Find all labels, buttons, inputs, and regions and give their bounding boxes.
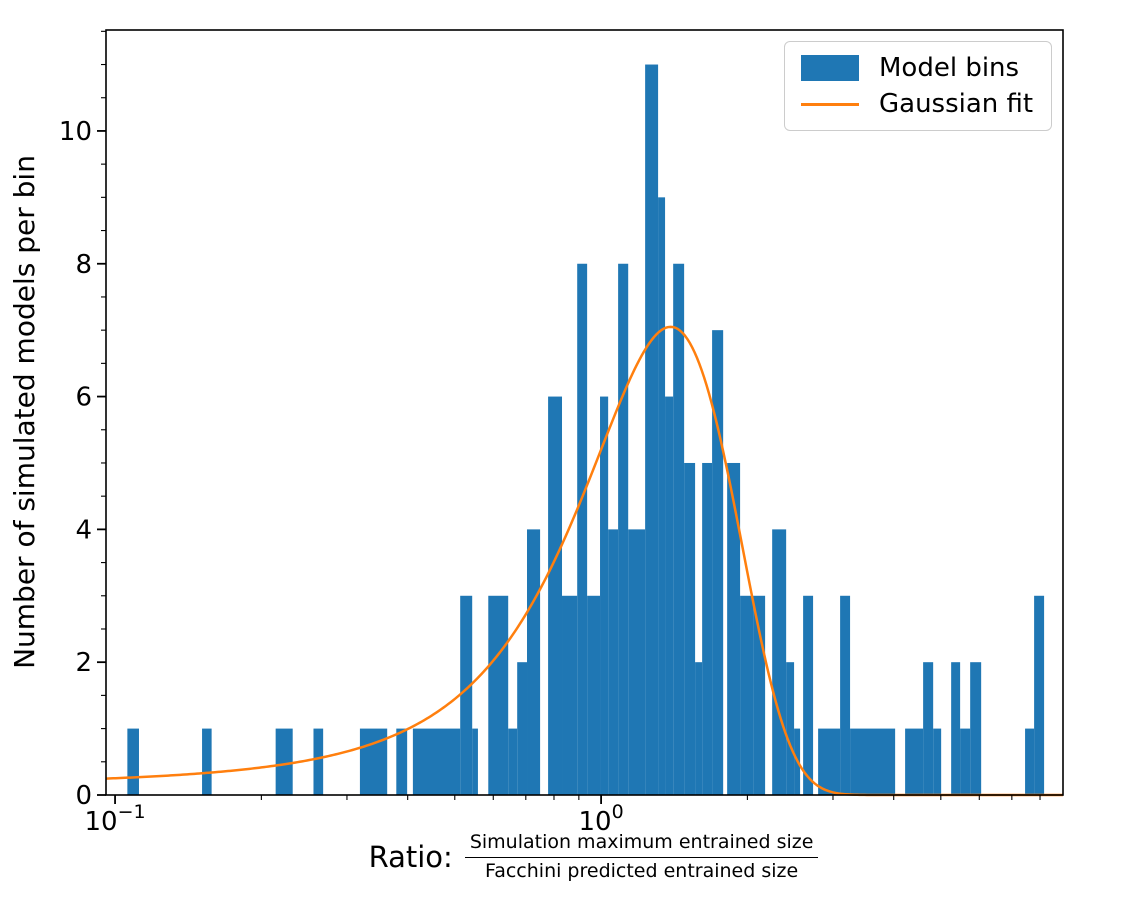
histogram-bar — [923, 662, 934, 795]
y-tick-label: 4 — [75, 515, 92, 545]
x-axis-label-numerator: Simulation maximum entrained size — [464, 830, 819, 858]
histogram-bar — [460, 595, 473, 795]
histogram-bar — [803, 595, 814, 795]
histogram-bar — [753, 595, 766, 795]
histogram-bar — [702, 462, 713, 795]
histogram-bar — [933, 728, 942, 795]
y-tick-label: 2 — [75, 648, 92, 678]
x-axis-label-fraction: Simulation maximum entrained size Facchi… — [464, 830, 819, 883]
histogram-bar — [695, 662, 703, 795]
histogram-bar — [313, 728, 324, 795]
histogram-bar — [548, 396, 563, 795]
histogram-bar — [970, 662, 982, 795]
y-tick-label: 6 — [75, 383, 92, 413]
histogram-bar — [628, 529, 646, 796]
legend-item-gaussian-fit: Gaussian fit — [801, 91, 1035, 117]
histogram-bar — [786, 662, 795, 795]
legend: Model bins Gaussian fit — [784, 41, 1052, 131]
histogram-bar — [645, 64, 659, 795]
histogram-bar — [951, 662, 961, 795]
histogram-bar — [517, 662, 528, 795]
histogram-bar — [587, 595, 601, 795]
histogram-bar — [127, 728, 139, 795]
histogram-bar — [905, 728, 924, 795]
histogram-bar — [960, 728, 971, 795]
histogram-bar — [658, 197, 666, 796]
histogram-bar — [740, 595, 754, 795]
histogram-bar — [600, 396, 609, 795]
histogram-bar — [488, 595, 509, 795]
histogram-bar — [840, 595, 851, 795]
histogram-bar — [618, 263, 629, 795]
histogram-bar — [202, 728, 212, 795]
histogram-bar — [1025, 728, 1035, 795]
histogram-bar — [527, 529, 541, 796]
legend-item-model-bins: Model bins — [801, 55, 1035, 81]
histogram-bar — [472, 728, 478, 795]
y-tick-label: 0 — [75, 781, 92, 811]
histogram-bar — [508, 728, 518, 795]
model-bins-swatch — [801, 55, 859, 81]
histogram-bar — [665, 396, 674, 795]
histogram-bar — [577, 263, 588, 795]
histogram-bar — [712, 330, 724, 795]
x-axis-label: Ratio: Simulation maximum entrained size… — [28, 830, 1131, 883]
histogram-bar — [772, 529, 787, 796]
axes-layer: 10−1 100 0 2 4 6 8 10 — [59, 29, 1064, 837]
legend-label: Gaussian fit — [879, 89, 1034, 119]
histogram-bar — [673, 263, 685, 795]
histogram-bar — [562, 595, 578, 795]
x-tick-label: 100 — [578, 801, 623, 837]
plot-border — [105, 29, 1064, 796]
histogram-bar — [850, 728, 896, 795]
histogram-bar — [727, 462, 741, 795]
y-tick-label: 8 — [75, 250, 92, 280]
x-tick-label: 10−1 — [85, 801, 146, 837]
histogram-bar — [608, 529, 619, 796]
y-tick-label: 10 — [59, 117, 92, 147]
gaussian-fit-swatch — [801, 102, 859, 106]
x-axis-label-prefix: Ratio: — [368, 839, 453, 874]
histogram-bar — [818, 728, 841, 795]
x-axis-label-denominator: Facchini predicted entrained size — [485, 859, 799, 882]
histogram-bar — [412, 728, 461, 795]
histogram-bar — [1034, 595, 1045, 795]
histogram-bar — [396, 728, 408, 795]
histogram-bar — [684, 462, 696, 795]
bars-layer — [127, 64, 1045, 796]
legend-label: Model bins — [879, 53, 1020, 83]
y-axis-label: Number of simulated models per bin — [8, 155, 41, 669]
histogram-bar — [275, 728, 293, 795]
